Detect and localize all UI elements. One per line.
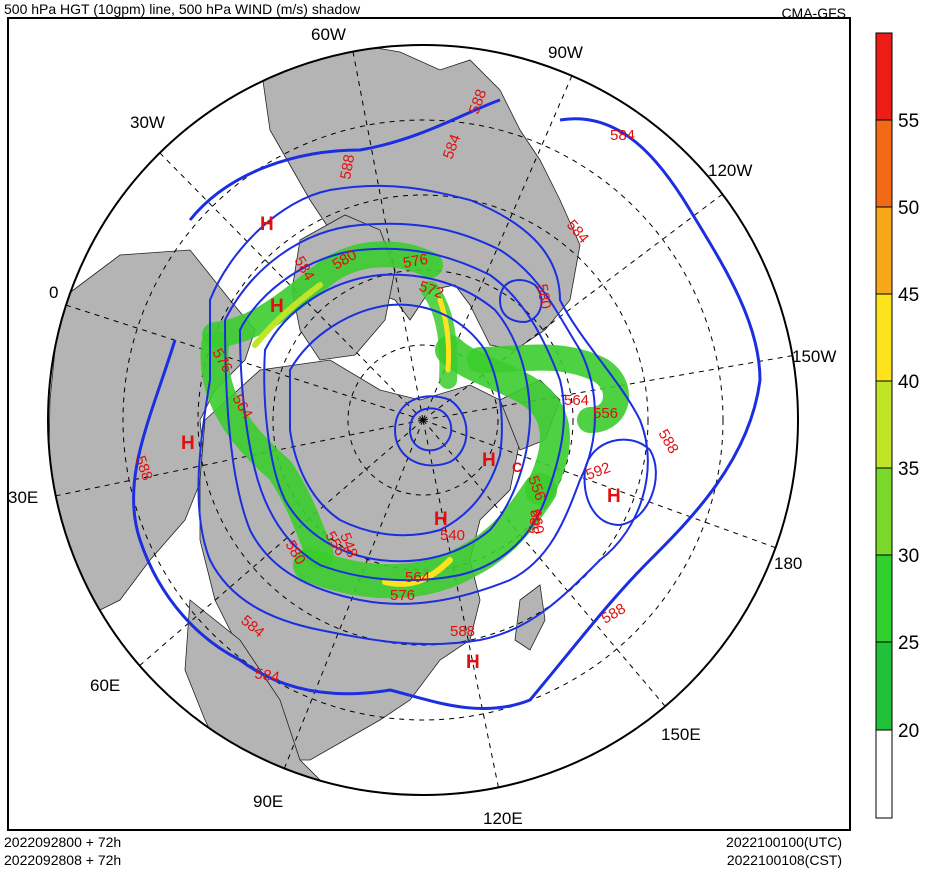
- contour-label: 588: [450, 623, 475, 640]
- jet-arctic-core: [437, 297, 452, 373]
- meridian-90e: [274, 419, 424, 793]
- contour-label: 576: [402, 251, 430, 272]
- colorbar-tick-label: 50: [898, 198, 919, 219]
- meridian-60e: [122, 419, 424, 681]
- contour-inner-2: [289, 303, 503, 537]
- contour-low-center: [408, 407, 453, 452]
- contour-label: 556: [593, 405, 618, 422]
- jet-north-atlantic: [202, 241, 443, 348]
- land-masses: [48, 45, 581, 795]
- jet-pacific: [467, 344, 629, 433]
- wind-shading: [200, 241, 629, 599]
- high-pressure-marker: H: [607, 486, 621, 507]
- colorbar-bin-20: [876, 642, 892, 730]
- pressure-centers: H H H H H H H C: [181, 214, 621, 673]
- contour-584-main: [197, 184, 649, 646]
- init-time-cst: 2022092808 + 72h: [4, 852, 122, 868]
- high-pressure-marker: H: [270, 296, 284, 317]
- colorbar: 55 50 45 40 35 30 25 20: [875, 32, 919, 819]
- colorbar-bin-25: [876, 555, 892, 642]
- latitude-circle-50: [122, 119, 724, 721]
- valid-time-utc: 2022100100(UTC): [726, 834, 842, 850]
- meridian-30w: [153, 146, 424, 421]
- high-pressure-marker: H: [181, 433, 195, 454]
- contour-588-outer: [132, 98, 762, 711]
- lon-label-120w: 120W: [708, 161, 752, 180]
- longitude-labels: 60W 90W 30W 120W 0 150W 30E 180 60E 150E…: [8, 25, 836, 828]
- colorbar-bin-55: [876, 33, 892, 120]
- colorbar-bin-35: [876, 381, 892, 468]
- latitude-circle-70: [272, 269, 574, 571]
- contour-label: 584: [525, 508, 546, 536]
- lon-label-180: 180: [774, 554, 802, 573]
- latitude-circle-80: [347, 344, 499, 496]
- contour-label: 584: [610, 127, 635, 144]
- high-pressure-marker: H: [466, 652, 480, 673]
- colorbar-tick-label: 25: [898, 633, 919, 654]
- contour-label: 564: [405, 569, 430, 586]
- lon-label-90w: 90W: [548, 43, 583, 62]
- meridian-180: [422, 419, 783, 551]
- height-contours: [132, 98, 762, 711]
- contour-label: 540: [440, 527, 465, 544]
- lon-label-0: 0: [49, 283, 58, 302]
- contour-pacific-low: [498, 279, 543, 324]
- chart-title: 500 hPa HGT (10gpm) line, 500 hPa WIND (…: [4, 1, 361, 17]
- colorbar-bin-50: [876, 120, 892, 207]
- colorbar-bin-40: [876, 294, 892, 381]
- lon-label-90e: 90E: [253, 792, 283, 811]
- colorbar-tick-label: 55: [898, 111, 919, 132]
- contour-label: 576: [390, 587, 415, 604]
- lon-label-30e: 30E: [8, 488, 38, 507]
- contour-580-main: [223, 222, 596, 605]
- valid-time-cst: 2022100108(CST): [726, 852, 842, 868]
- meridian-30e: [49, 419, 424, 498]
- contour-labels: 588 584 584 588 584 580 576 572 580 576 …: [131, 87, 682, 686]
- colorbar-tick-label: 40: [898, 372, 919, 393]
- low-pressure-marker: C: [512, 459, 522, 475]
- lon-label-60w: 60W: [311, 25, 346, 44]
- lon-label-60e: 60E: [90, 676, 120, 695]
- plot-frame: [7, 17, 851, 831]
- contour-label: 588: [337, 153, 358, 181]
- init-time-utc: 2022092800 + 72h: [4, 834, 122, 850]
- colorbar-tick-label: 35: [898, 459, 919, 480]
- jet-north-atlantic-core: [252, 282, 323, 348]
- meridian-150w: [422, 354, 797, 421]
- colorbar-bin-below-20: [876, 730, 892, 818]
- contour-inner-1: [263, 273, 532, 563]
- contour-label: 584: [253, 665, 281, 686]
- lon-label-150e: 150E: [661, 725, 701, 744]
- map-boundary: [47, 44, 799, 796]
- jet-europe: [200, 331, 334, 569]
- contour-label: 580: [533, 283, 554, 311]
- colorbar-tick-label: 30: [898, 546, 919, 567]
- contour-576-main: [238, 247, 565, 582]
- lon-label-30w: 30W: [130, 113, 165, 132]
- contour-pacific-high: [583, 438, 657, 527]
- meridian-60w: [350, 45, 424, 421]
- lon-label-120e: 120E: [483, 809, 523, 828]
- colorbar-tick-label: 20: [898, 721, 919, 742]
- colorbar-bin-30: [876, 468, 892, 555]
- meridian-120e: [422, 419, 501, 795]
- meridian-150e: [422, 419, 671, 713]
- high-pressure-marker: H: [482, 450, 496, 471]
- contour-low-center-2: [393, 395, 468, 467]
- contour-label: 560: [526, 508, 547, 536]
- high-pressure-marker: H: [260, 214, 274, 235]
- contour-label: 564: [564, 392, 589, 409]
- colorbar-bin-45: [876, 207, 892, 294]
- jet-central-asia: [293, 473, 557, 599]
- high-pressure-marker: H: [434, 509, 448, 530]
- colorbar-tick-label: 45: [898, 285, 919, 306]
- colorbar-outline: [875, 32, 893, 819]
- lon-label-150w: 150W: [792, 347, 836, 366]
